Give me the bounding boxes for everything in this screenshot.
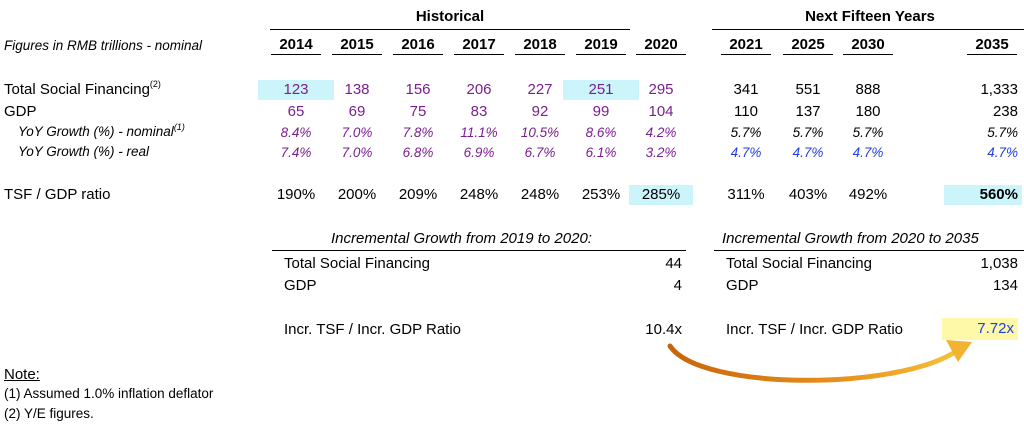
- yoy-nominal-value-2035: 5.7%: [987, 125, 1018, 140]
- incremental-right-gdp-label: GDP: [726, 277, 759, 294]
- year-header-2030: 2030: [843, 36, 893, 55]
- note-1: (1) Assumed 1.0% inflation deflator: [4, 386, 214, 401]
- year-header-2035: 2035: [967, 36, 1017, 55]
- gdp-value-2025: 137: [795, 103, 821, 120]
- yoy-nominal-value-2021: 5.7%: [730, 125, 762, 140]
- gdp-value-2016: 75: [409, 103, 427, 120]
- yoy-real-row-label: YoY Growth (%) - real: [18, 144, 150, 159]
- incremental-left-gdp-value: 4: [673, 277, 682, 294]
- gdp-value-2035: 238: [992, 103, 1018, 120]
- gdp-value-2017: 83: [470, 103, 488, 120]
- ratio-value-2019: 253%: [581, 186, 621, 203]
- gdp-value-2021: 110: [734, 103, 758, 120]
- tsf-value-2015: 138: [344, 81, 370, 98]
- tsf-row-label: Total Social Financing(2): [4, 79, 161, 98]
- yoy-real-value-2030: 4.7%: [852, 145, 884, 160]
- gdp-row-label: GDP: [4, 103, 37, 120]
- yoy-real-value-2016: 6.8%: [402, 145, 434, 160]
- yoy-real-value-2020: 3.2%: [645, 145, 677, 160]
- yoy-nominal-value-2015: 7.0%: [341, 125, 373, 140]
- yoy-nominal-value-2025: 5.7%: [792, 125, 824, 140]
- gdp-value-2020: 104: [648, 103, 674, 120]
- note-2: (2) Y/E figures.: [4, 406, 94, 421]
- year-header-2021: 2021: [721, 36, 771, 55]
- note-title: Note:: [4, 366, 40, 383]
- incremental-right-tsf-label: Total Social Financing: [726, 255, 872, 272]
- ratio-value-2018: 248%: [520, 186, 560, 203]
- year-header-2015: 2015: [332, 36, 382, 55]
- year-header-2018: 2018: [515, 36, 565, 55]
- yoy-nominal-value-2030: 5.7%: [852, 125, 884, 140]
- incremental-right-tsf-value: 1,038: [980, 255, 1018, 272]
- incremental-left-gdp-label: GDP: [284, 277, 317, 294]
- yoy-nominal-value-2018: 10.5%: [520, 125, 560, 140]
- tsf-value-2035: 1,333: [980, 81, 1018, 98]
- incremental-right-gdp-value: 134: [992, 277, 1018, 294]
- year-header-2020: 2020: [636, 36, 686, 55]
- ratio-row-label: TSF / GDP ratio: [4, 186, 111, 203]
- next-fifteen-years-header: Next Fifteen Years: [712, 8, 1024, 30]
- incremental-right-ratio-label: Incr. TSF / Incr. GDP Ratio: [726, 321, 904, 338]
- gdp-value-2030: 180: [855, 103, 881, 120]
- yoy-nominal-value-2016: 7.8%: [402, 125, 434, 140]
- yoy-nominal-value-2017: 11.1%: [460, 125, 498, 140]
- tsf-value-2025: 551: [795, 81, 821, 98]
- ratio-value-2021: 311%: [727, 186, 765, 203]
- tsf-value-2020: 295: [648, 81, 674, 98]
- ratio-value-2015: 200%: [337, 186, 377, 203]
- tsf-value-2014: 123: [258, 80, 334, 100]
- yoy-nominal-value-2014: 8.4%: [280, 125, 312, 140]
- yoy-real-value-2021: 4.7%: [730, 145, 762, 160]
- incremental-left-tsf-label: Total Social Financing: [284, 255, 430, 272]
- yoy-real-value-2014: 7.4%: [280, 145, 312, 160]
- ratio-value-2025: 403%: [788, 186, 828, 203]
- ratio-value-2030: 492%: [848, 186, 888, 203]
- year-header-2019: 2019: [576, 36, 626, 55]
- tsf-value-2016: 156: [405, 81, 431, 98]
- tsf-value-2019: 251: [563, 80, 639, 100]
- gdp-value-2019: 99: [592, 103, 610, 120]
- ratio-value-2020: 285%: [629, 185, 693, 205]
- year-header-2017: 2017: [454, 36, 504, 55]
- yoy-real-value-2018: 6.7%: [524, 145, 556, 160]
- ratio-value-2014: 190%: [276, 186, 316, 203]
- incremental-left-divider: [272, 250, 686, 251]
- ratio-value-2017: 248%: [459, 186, 499, 203]
- yoy-real-value-2015: 7.0%: [341, 145, 373, 160]
- yoy-nominal-value-2019: 8.6%: [585, 125, 617, 140]
- yoy-nominal-row-label: YoY Growth (%) - nominal(1): [18, 122, 185, 139]
- curved-arrow-icon: [667, 340, 972, 383]
- year-header-2016: 2016: [393, 36, 443, 55]
- year-header-2014: 2014: [271, 36, 321, 55]
- incremental-right-title: Incremental Growth from 2020 to 2035: [722, 230, 979, 247]
- yoy-real-value-2019: 6.1%: [585, 145, 617, 160]
- tsf-value-2018: 227: [527, 81, 553, 98]
- yoy-nominal-value-2020: 4.2%: [645, 125, 677, 140]
- yoy-real-value-2017: 6.9%: [463, 145, 495, 160]
- incremental-right-divider: [714, 250, 1024, 251]
- tsf-value-2017: 206: [466, 81, 492, 98]
- incremental-left-tsf-value: 44: [665, 255, 682, 272]
- ratio-value-2035: 560%: [944, 185, 1022, 205]
- tsf-value-2021: 341: [733, 81, 759, 98]
- incremental-right-ratio-value: 7.72x: [942, 318, 1018, 340]
- yoy-real-value-2035: 4.7%: [987, 145, 1018, 160]
- tsf-value-2030: 888: [855, 81, 881, 98]
- incremental-left-title: Incremental Growth from 2019 to 2020:: [331, 230, 592, 247]
- incremental-left-ratio-label: Incr. TSF / Incr. GDP Ratio: [284, 321, 462, 338]
- yoy-real-value-2025: 4.7%: [792, 145, 824, 160]
- historical-header: Historical: [270, 8, 630, 30]
- gdp-value-2018: 92: [531, 103, 549, 120]
- year-header-2025: 2025: [783, 36, 833, 55]
- gdp-value-2015: 69: [348, 103, 366, 120]
- gdp-value-2014: 65: [287, 103, 305, 120]
- units-label: Figures in RMB trillions - nominal: [4, 38, 203, 53]
- ratio-value-2016: 209%: [398, 186, 438, 203]
- incremental-left-ratio-value: 10.4x: [645, 321, 682, 338]
